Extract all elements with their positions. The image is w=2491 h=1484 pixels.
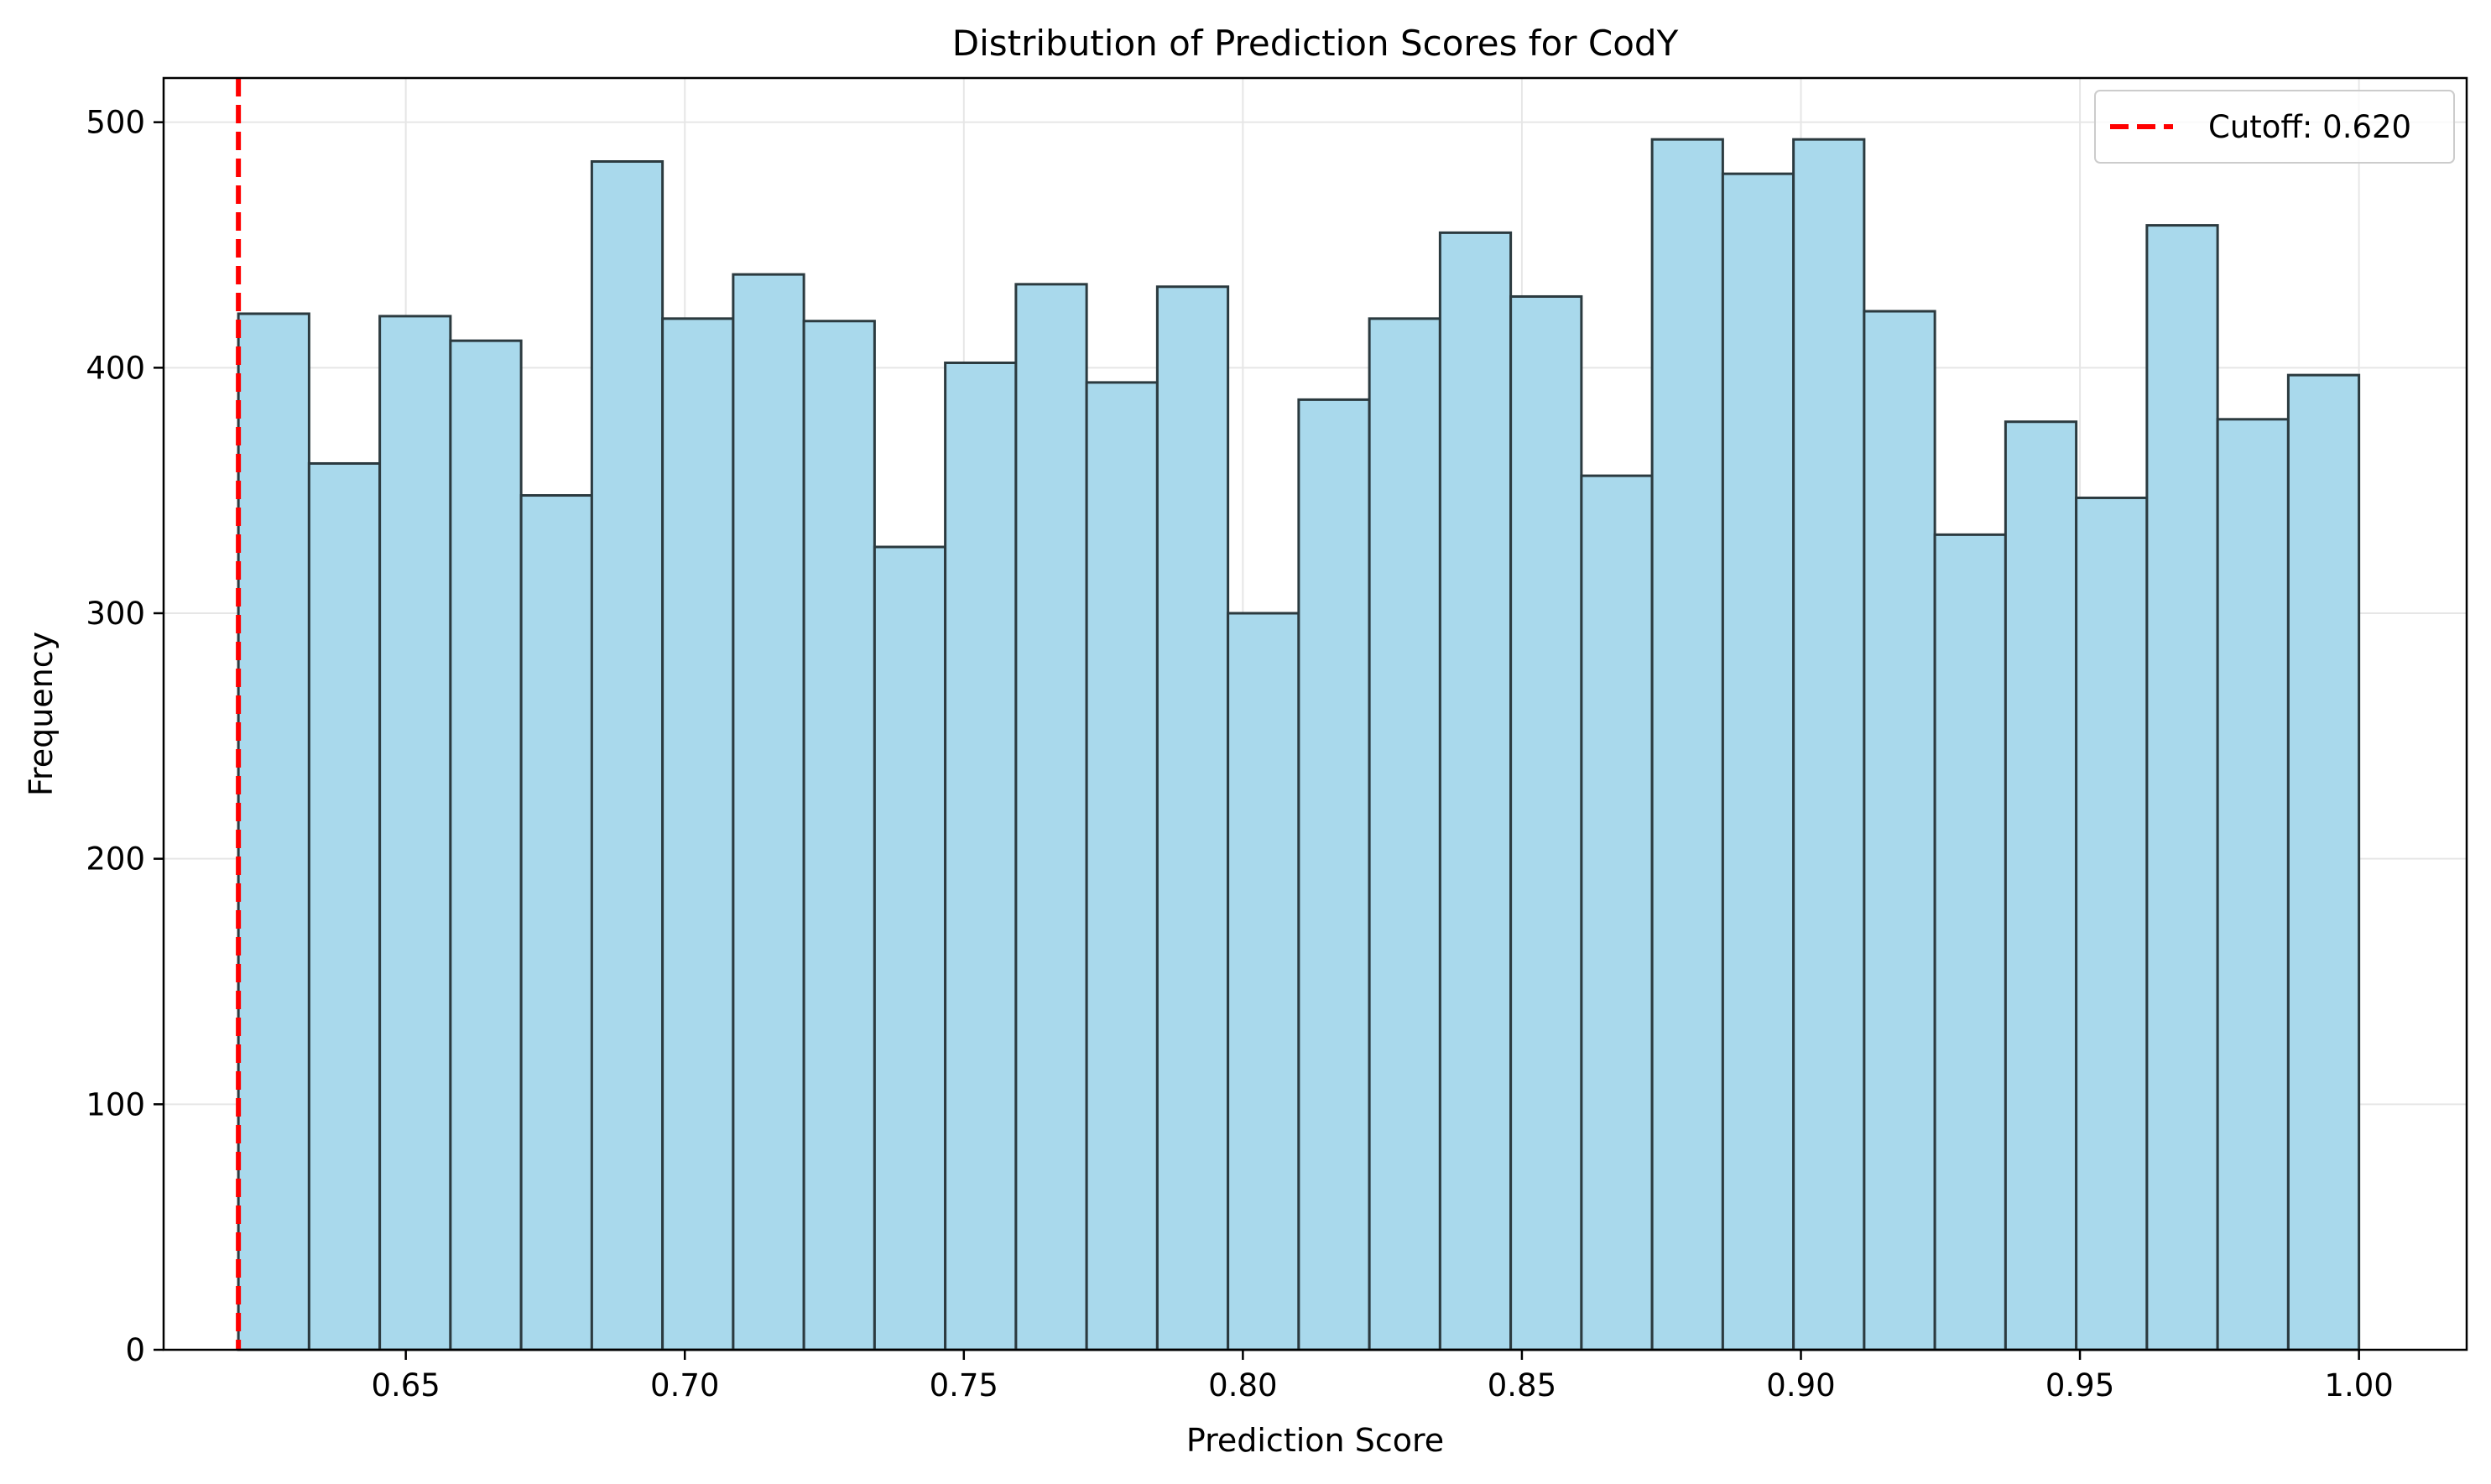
histogram-bar xyxy=(1792,138,1866,1351)
histogram-bar xyxy=(378,315,452,1351)
plot-area-frame xyxy=(162,76,2468,1351)
y-tick-label: 200 xyxy=(86,841,145,877)
x-tick-label: 0.90 xyxy=(1766,1367,1835,1403)
histogram-bar xyxy=(237,312,310,1351)
histogram-bar xyxy=(1014,283,1088,1351)
bars-layer xyxy=(237,138,2361,1351)
y-tick-label: 300 xyxy=(86,596,145,632)
x-tick-label: 0.70 xyxy=(650,1367,719,1403)
histogram-bar xyxy=(732,273,805,1351)
histogram-bar xyxy=(1227,612,1300,1351)
histogram-bar xyxy=(2145,224,2219,1351)
histogram-bar xyxy=(1085,381,1159,1351)
histogram-bar xyxy=(1509,294,1583,1351)
histogram-bar xyxy=(307,461,382,1351)
histogram-bar xyxy=(2075,496,2149,1351)
x-tick-label: 0.85 xyxy=(1488,1367,1556,1403)
x-tick-label: 1.00 xyxy=(2324,1367,2393,1403)
y-tick-label: 100 xyxy=(86,1086,145,1122)
histogram-bar xyxy=(2216,418,2290,1351)
histogram-bar xyxy=(1155,285,1230,1351)
x-axis-label: Prediction Score xyxy=(1186,1422,1444,1459)
ticks-layer: 0.65 0.70 0.75 0.80 0.85 0.90 0.95 1.00 0 100 200 3… xyxy=(86,105,2393,1403)
x-tick-label: 0.80 xyxy=(1208,1367,1277,1403)
histogram-bar xyxy=(1368,317,1441,1351)
x-tick-label: 0.65 xyxy=(371,1367,440,1403)
histogram-bar xyxy=(1580,474,1654,1351)
histogram-bar xyxy=(661,317,735,1351)
chart-title: Distribution of Prediction Scores for Co… xyxy=(952,23,1679,64)
histogram-bar xyxy=(590,160,664,1351)
y-tick-label: 0 xyxy=(125,1332,145,1368)
y-tick-label: 400 xyxy=(86,350,145,386)
histogram-bar xyxy=(2004,420,2078,1351)
x-tick-label: 0.75 xyxy=(930,1367,998,1403)
y-tick-label: 500 xyxy=(86,105,145,141)
legend-cutoff-label: Cutoff: 0.620 xyxy=(2208,109,2411,145)
legend-box xyxy=(2094,90,2455,164)
histogram-bar xyxy=(1933,533,2007,1351)
histogram-bar xyxy=(449,339,523,1351)
histogram-bar xyxy=(1721,172,1795,1351)
histogram-bar xyxy=(873,545,947,1351)
histogram-bar xyxy=(1438,231,1513,1351)
histogram-bar xyxy=(1650,138,1724,1351)
histogram-bar xyxy=(944,361,1018,1351)
legend: Cutoff: 0.620 xyxy=(2094,90,2455,164)
histogram-bar xyxy=(519,494,593,1351)
histogram-bar xyxy=(802,320,876,1351)
histogram-bar xyxy=(1863,310,1936,1351)
x-tick-label: 0.95 xyxy=(2045,1367,2114,1403)
y-axis-label: Frequency xyxy=(23,632,60,796)
histogram-bar xyxy=(2286,373,2361,1351)
histogram-bar xyxy=(1297,398,1371,1351)
